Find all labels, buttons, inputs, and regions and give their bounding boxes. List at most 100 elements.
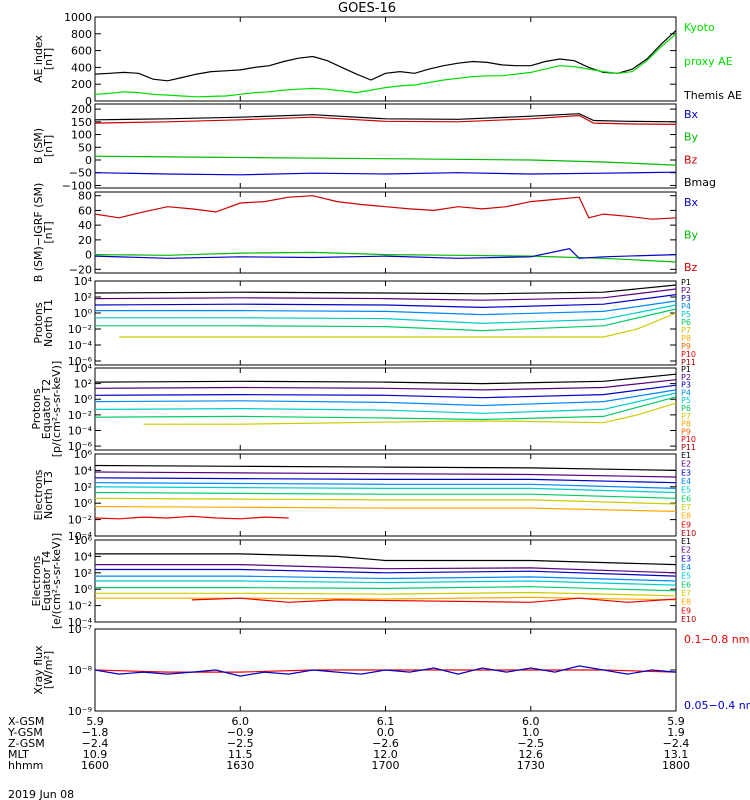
panel-8: 10⁻⁹ 10⁻⁸ 10⁻⁷ Xray flux[W/m²] 0.1−0.8 nm 0.0…: [32, 623, 750, 718]
y-axis-label: Electrons: [30, 555, 43, 606]
legend-entry: P1: [681, 278, 691, 287]
legend-entry: E10: [681, 615, 696, 624]
series-line: [95, 575, 677, 582]
legend-entry: P1: [681, 365, 691, 374]
legend-entry: E3: [681, 468, 691, 477]
x-row-label: X-GSM: [8, 715, 44, 728]
y-tick-label: 10⁻⁶: [68, 440, 93, 453]
y-tick-label: 10⁰: [74, 583, 93, 596]
y-axis-label: [nT]: [42, 221, 55, 243]
x-tick-label: 5.9: [667, 715, 685, 728]
y-tick-label: 40: [78, 219, 92, 232]
x-tick-label: −2.5: [227, 737, 254, 750]
legend-entry: E3: [681, 554, 691, 563]
series-line: [94, 294, 677, 309]
y-tick-label: 10⁻⁶: [68, 355, 93, 368]
legend-entry: 0.1−0.8 nm: [684, 633, 749, 646]
x-tick-label: −2.4: [82, 737, 109, 750]
y-axis-label: Protons: [30, 388, 43, 429]
y-axis-label: [p/(cm²-s-sr-keV)]: [50, 361, 63, 458]
series-line: [95, 304, 677, 325]
y-tick-label: 10⁶: [74, 534, 93, 547]
legend-entry: E1: [681, 537, 691, 546]
x-tick-label: 1730: [517, 759, 545, 772]
series-line: [94, 665, 677, 677]
y-tick-label: 10⁻²: [68, 409, 92, 422]
y-tick-label: −50: [69, 167, 92, 180]
series-line: [94, 497, 677, 505]
x-tick-label: 1.9: [667, 726, 685, 739]
y-tick-label: 1000: [64, 11, 92, 24]
x-row-label: MLT: [8, 748, 29, 761]
legend-entry: P2: [681, 373, 691, 382]
legend-entry: E2: [681, 460, 691, 469]
y-tick-label: 10⁻⁴: [68, 530, 93, 543]
y-axis-label: [nT]: [42, 135, 55, 157]
y-axis-label: B (SM)−IGRF (SM): [32, 183, 45, 283]
legend-entry: E2: [681, 546, 691, 555]
y-axis-label: [e/(cm²-s-sr-keV)]: [50, 533, 63, 629]
series-line: [94, 396, 677, 421]
page-title: GOES-16: [338, 1, 397, 16]
legend-entry: E10: [681, 529, 696, 538]
legend-entry: Bmag: [684, 176, 716, 189]
panel-frame: [94, 16, 677, 102]
y-axis-label: North T3: [42, 471, 55, 519]
series-line: [95, 563, 677, 574]
y-tick-label: 10²: [74, 291, 92, 304]
legend-entry: E8: [681, 512, 691, 521]
y-tick-label: 10⁴: [74, 550, 93, 563]
x-tick-label: 11.5: [228, 748, 253, 761]
series-line: [143, 402, 677, 425]
legend-entry: Bz: [684, 261, 698, 274]
y-axis-label: Equator T4: [40, 551, 53, 611]
series-line: [94, 477, 677, 484]
y-tick-label: 10⁴: [74, 275, 93, 288]
y-axis-label: Electrons: [32, 469, 45, 520]
legend-entry: P7: [681, 326, 691, 335]
y-tick-label: 10²: [74, 481, 92, 494]
series-line: [94, 155, 677, 166]
date-label: 2019 Jun 08: [8, 788, 75, 800]
x-tick-label: 1800: [662, 759, 690, 772]
x-tick-label: 12.6: [519, 748, 544, 761]
legend-entry: E6: [681, 494, 691, 503]
legend-entry: P3: [681, 381, 691, 390]
panel-1: 0 200 400 600 800 1000 AE index[nT] Kyoto proxy …: [32, 11, 742, 108]
legend-entry: P8: [681, 334, 691, 343]
x-tick-label: −2.4: [663, 737, 690, 750]
y-tick-label: 10⁻²: [68, 514, 92, 527]
y-tick-label: 600: [71, 45, 92, 58]
y-tick-label: 200: [71, 78, 92, 91]
y-tick-label: 150: [71, 116, 92, 129]
series-line: [95, 591, 677, 597]
x-row-label: Z-GSM: [8, 737, 45, 750]
legend-entry: Bx: [684, 108, 699, 121]
series-line: [95, 300, 677, 316]
y-tick-label: 10⁻⁷: [68, 623, 92, 636]
y-axis-label: North T1: [42, 299, 55, 347]
legend-entry: P11: [681, 358, 696, 367]
series-line: [94, 195, 677, 220]
y-tick-label: 10²: [74, 567, 92, 580]
series-line: [94, 482, 677, 489]
y-tick-label: 10²: [74, 378, 92, 391]
legend-entry: P7: [681, 412, 691, 421]
series-line: [94, 392, 677, 414]
x-tick-label: −0.9: [227, 726, 254, 739]
x-tick-label: 1.0: [522, 726, 540, 739]
y-tick-label: 10⁻⁴: [68, 424, 93, 437]
legend-entry: E5: [681, 572, 691, 581]
series-line: [94, 29, 677, 82]
legend-entry: By: [684, 229, 699, 242]
series-line: [94, 464, 677, 471]
x-tick-label: 1700: [372, 759, 400, 772]
series-line: [95, 580, 677, 586]
x-tick-label: 1600: [81, 759, 109, 772]
legend-entry: E4: [681, 563, 691, 572]
y-tick-label: −100: [62, 179, 92, 192]
series-line: [191, 597, 677, 603]
